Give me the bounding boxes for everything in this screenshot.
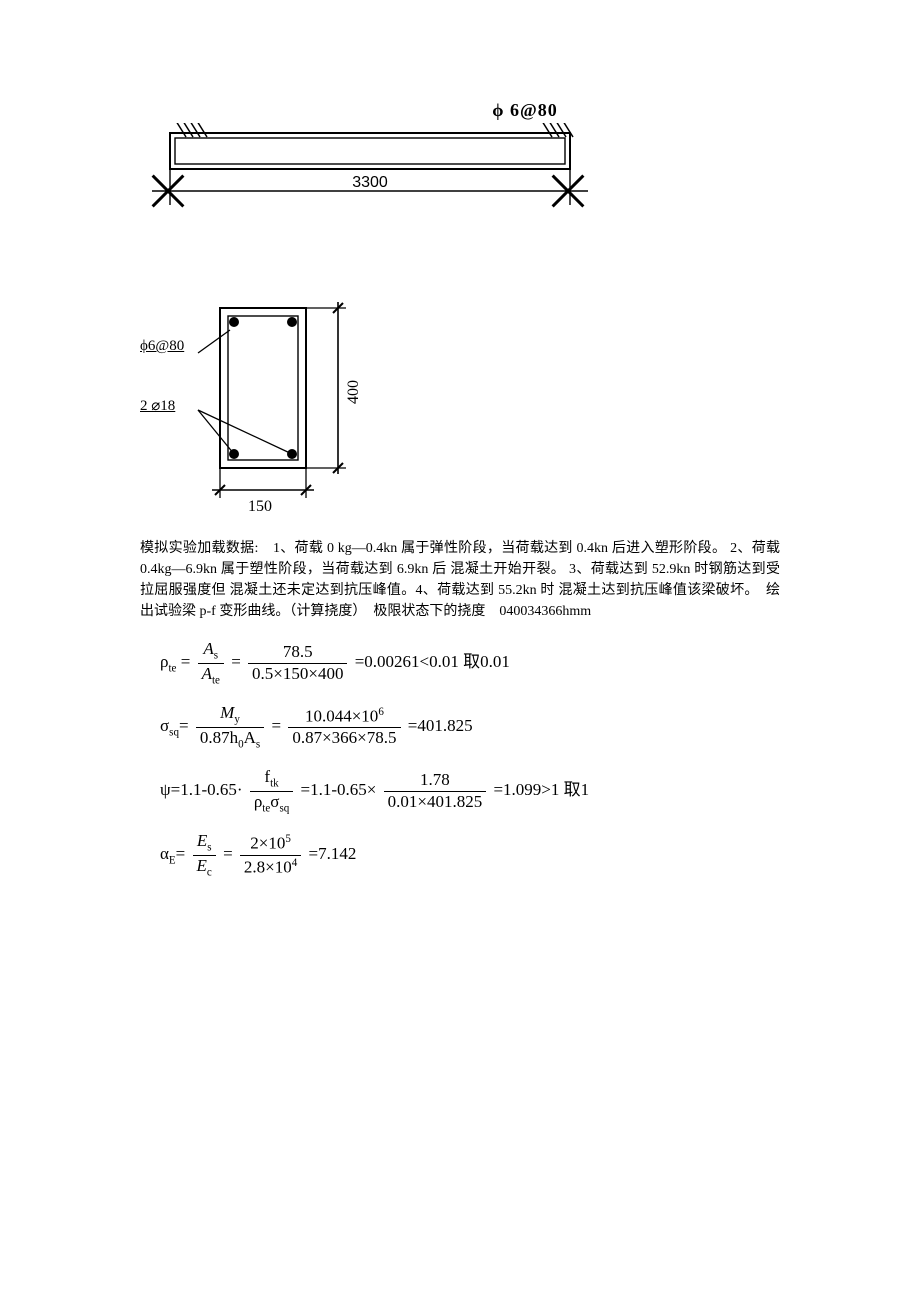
section-svg (140, 298, 400, 528)
formula-alpha-e: αE= Es Ec = 2×105 2.8×104 =7.142 (160, 832, 780, 878)
elevation-diagram: ϕ 6@80 3300 (140, 100, 780, 268)
section-diagram: ϕ6@80 2 ⌀18 400 150 (140, 298, 400, 528)
section-height-label: 400 (345, 380, 363, 404)
section-width-label: 150 (248, 498, 272, 516)
elevation-svg: 3300 (150, 123, 640, 263)
formula-psi: ψ=1.1-0.65· ftk ρteσsq =1.1-0.65× 1.78 0… (160, 768, 780, 814)
section-stirrup-label: ϕ6@80 (140, 338, 184, 355)
section-rebar-label: 2 ⌀18 (140, 396, 175, 415)
page: ϕ 6@80 3300 ϕ6@80 2 ⌀18 400 150 模拟实验加载数据… (0, 0, 920, 956)
elevation-stirrup-label: ϕ 6@80 (270, 100, 780, 121)
formula-rho-te: ρte = As Ate = 78.5 0.5×150×400 =0.00261… (160, 640, 780, 686)
formula-sigma-sq: σsq= My 0.87h0As = 10.044×106 0.87×366×7… (160, 704, 780, 750)
svg-text:3300: 3300 (352, 174, 388, 191)
body-text: 模拟实验加载数据: 1、荷载 0 kg—0.4kn 属于弹性阶段，当荷载达到 0… (140, 538, 780, 622)
